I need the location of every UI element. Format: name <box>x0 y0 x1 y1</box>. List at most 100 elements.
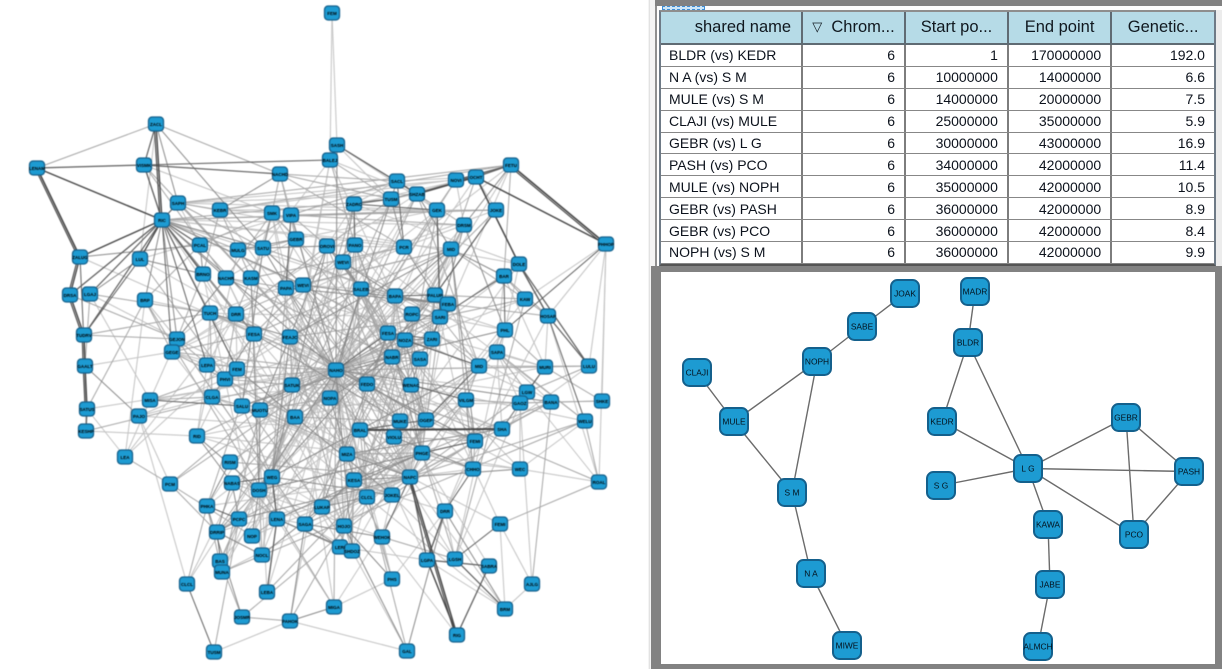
svg-text:MISA: MISA <box>144 398 156 403</box>
svg-text:KASM: KASM <box>244 276 258 281</box>
svg-text:MUKE: MUKE <box>393 419 406 424</box>
svg-text:FEM: FEM <box>327 11 337 16</box>
svg-text:MUOTU: MUOTU <box>252 408 269 413</box>
svg-text:RID: RID <box>193 434 202 439</box>
svg-text:BALEJ: BALEJ <box>323 158 338 163</box>
svg-text:SACL: SACL <box>391 179 404 184</box>
svg-text:SATUK: SATUK <box>284 383 300 388</box>
svg-text:NOZA: NOZA <box>399 338 412 343</box>
svg-text:NACHD: NACHD <box>272 172 289 177</box>
svg-text:ROPC: ROPC <box>405 312 419 317</box>
svg-text:JOKE: JOKE <box>490 208 502 213</box>
svg-text:PAJO: PAJO <box>133 414 145 419</box>
svg-text:LULU: LULU <box>583 364 595 369</box>
svg-text:NABAS: NABAS <box>224 481 240 486</box>
svg-text:NOVI: NOVI <box>450 178 461 183</box>
svg-text:RISM: RISM <box>224 460 236 465</box>
svg-text:ZADRC: ZADRC <box>346 202 362 207</box>
svg-text:GEBR: GEBR <box>289 237 303 242</box>
svg-text:LEPA: LEPA <box>201 363 213 368</box>
svg-text:LERI: LERI <box>335 545 345 550</box>
svg-text:PHL: PHL <box>501 328 510 333</box>
svg-text:GEJON: GEJON <box>169 337 185 342</box>
svg-text:BRP: BRP <box>140 298 150 303</box>
svg-text:SATUS: SATUS <box>80 407 95 412</box>
svg-text:JOSMR: JOSMR <box>234 615 251 620</box>
svg-text:HOSAP: HOSAP <box>540 314 556 319</box>
svg-text:SABRA: SABRA <box>481 564 498 569</box>
svg-text:ALMCH: ALMCH <box>1023 641 1052 651</box>
svg-text:LENA: LENA <box>271 517 284 522</box>
svg-text:KESA: KESA <box>348 478 361 483</box>
svg-text:DRR: DRR <box>231 312 241 317</box>
svg-text:RIG: RIG <box>453 633 462 638</box>
svg-text:ZALUG: ZALUG <box>72 255 88 260</box>
svg-text:WEVI: WEVI <box>337 260 349 265</box>
svg-text:L G: L G <box>1021 463 1034 473</box>
svg-text:GEK: GEK <box>432 208 443 213</box>
svg-text:TUSM: TUSM <box>385 197 398 202</box>
svg-text:GAL: GAL <box>402 649 412 654</box>
svg-text:SHZAB: SHZAB <box>409 192 425 197</box>
svg-text:DRR: DRR <box>440 509 450 514</box>
svg-text:WEHOK: WEHOK <box>373 535 391 540</box>
svg-text:NOPH: NOPH <box>805 356 829 366</box>
svg-text:PCR: PCR <box>399 245 409 250</box>
svg-text:PASH: PASH <box>1178 466 1200 476</box>
svg-text:SALEB: SALEB <box>353 287 369 292</box>
svg-text:SAPA: SAPA <box>491 350 504 355</box>
svg-text:KESHP: KESHP <box>78 429 94 434</box>
svg-text:FESA: FESA <box>382 331 395 336</box>
svg-text:BAR: BAR <box>499 274 509 279</box>
svg-text:DRSA: DRSA <box>64 293 78 298</box>
svg-text:MUNA: MUNA <box>215 570 229 575</box>
svg-text:ZACL: ZACL <box>150 122 162 127</box>
svg-text:PHVI: PHVI <box>220 377 231 382</box>
svg-text:FEDO: FEDO <box>361 382 374 387</box>
svg-text:VIPA: VIPA <box>286 213 297 218</box>
svg-text:PHKA: PHKA <box>201 504 215 509</box>
svg-text:CLAJI: CLAJI <box>686 367 709 377</box>
svg-text:KEDR: KEDR <box>930 416 953 426</box>
svg-text:NABR: NABR <box>386 355 400 360</box>
svg-text:WEG: WEG <box>267 475 278 480</box>
svg-text:BAS: BAS <box>215 559 225 564</box>
svg-text:SALU: SALU <box>236 404 248 409</box>
svg-text:FESA: FESA <box>248 332 261 337</box>
svg-text:PHGE: PHGE <box>416 451 429 456</box>
svg-text:NOP: NOP <box>247 534 257 539</box>
svg-text:GAOZ: GAOZ <box>514 401 527 406</box>
svg-text:KAW: KAW <box>520 297 531 302</box>
svg-text:LENAM: LENAM <box>29 166 45 171</box>
svg-text:LUKAP: LUKAP <box>314 505 330 510</box>
svg-text:OGEP: OGEP <box>419 418 432 423</box>
svg-text:JOAK: JOAK <box>894 288 916 298</box>
svg-text:DOLE: DOLE <box>513 262 526 267</box>
svg-text:AJLG: AJLG <box>526 582 539 587</box>
svg-text:CLCL: CLCL <box>181 582 193 587</box>
svg-text:MID: MID <box>447 247 456 252</box>
svg-text:KEBR: KEBR <box>214 208 228 213</box>
svg-text:LGW: LGW <box>522 390 533 395</box>
svg-text:NOCL: NOCL <box>256 553 269 558</box>
svg-text:TUDRV: TUDRV <box>76 333 91 338</box>
svg-text:LUL: LUL <box>136 257 145 262</box>
svg-text:BAA: BAA <box>290 415 300 420</box>
svg-text:SASA: SASA <box>414 357 427 362</box>
svg-text:MULE: MULE <box>722 416 746 426</box>
svg-text:N A: N A <box>804 568 818 578</box>
svg-text:SAPH: SAPH <box>172 201 185 206</box>
svg-text:NAHO: NAHO <box>329 368 343 373</box>
svg-text:FEMI: FEMI <box>495 522 506 527</box>
svg-text:PCM: PCM <box>165 482 175 487</box>
svg-text:NAPC: NAPC <box>404 475 418 480</box>
svg-text:FEMI: FEMI <box>470 439 481 444</box>
svg-text:DRRIP: DRRIP <box>210 530 224 535</box>
svg-text:GEGE: GEGE <box>165 350 178 355</box>
svg-text:GAALT: GAALT <box>77 364 92 369</box>
svg-text:PAHOK: PAHOK <box>282 619 299 624</box>
svg-text:BRM: BRM <box>500 607 510 612</box>
svg-text:DRSM: DRSM <box>457 223 471 228</box>
svg-text:NACHR: NACHR <box>218 276 235 281</box>
svg-text:WEC: WEC <box>515 467 526 472</box>
